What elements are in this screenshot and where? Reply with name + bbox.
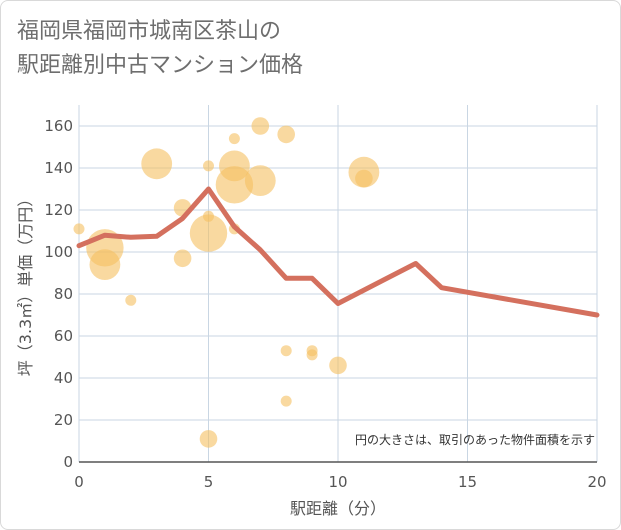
y-tick-label: 0 [63, 453, 73, 471]
y-axis-title: 坪（3.3㎡）単価（万円） [16, 191, 35, 376]
x-tick-label: 5 [204, 473, 214, 491]
data-point [141, 148, 173, 180]
data-point [251, 117, 270, 135]
y-tick-label: 100 [44, 243, 73, 261]
trend-line [76, 186, 600, 318]
y-tick-label: 20 [54, 411, 73, 429]
data-point [199, 430, 218, 448]
data-point [203, 160, 214, 172]
data-point [329, 356, 347, 375]
y-tick-labels: 0 20 40 60 80 100 120 140 160 [44, 117, 73, 471]
data-point [189, 214, 228, 252]
x-axis-title: 駅距離（分） [290, 499, 386, 518]
data-point [280, 395, 292, 407]
bubble-size-note: 円の大きさは、取引のあった物件面積を示す [355, 432, 595, 447]
data-point [306, 349, 318, 361]
data-point [228, 133, 240, 145]
y-tick-label: 140 [44, 159, 73, 177]
y-tick-label: 40 [54, 369, 73, 387]
chart-title: 福岡県福岡市城南区茶山の 駅距離別中古マンション価格 [17, 19, 304, 78]
y-tick-label: 60 [54, 327, 73, 345]
y-tick-label: 160 [44, 117, 73, 135]
data-point [244, 165, 276, 197]
x-tick-label: 0 [74, 473, 84, 491]
data-point [125, 294, 137, 306]
data-point [173, 249, 192, 268]
y-tick-label: 120 [44, 201, 73, 219]
data-point [280, 345, 292, 357]
data-point [89, 249, 121, 280]
x-tick-label: 20 [587, 473, 606, 491]
data-point [277, 125, 296, 144]
x-tick-labels: 0 5 10 15 20 [74, 473, 606, 491]
bubble-layer [73, 117, 380, 448]
y-tick-label: 80 [54, 285, 73, 303]
x-tick-label: 15 [458, 473, 477, 491]
data-point [355, 169, 373, 188]
x-tick-label: 10 [328, 473, 347, 491]
data-point [215, 166, 254, 204]
data-point [73, 223, 85, 235]
